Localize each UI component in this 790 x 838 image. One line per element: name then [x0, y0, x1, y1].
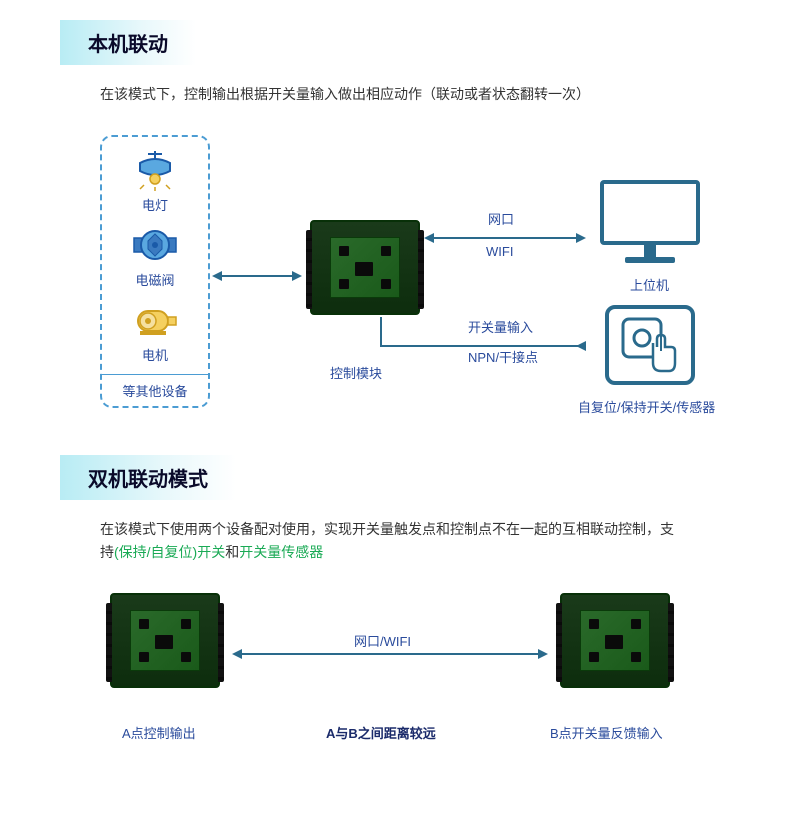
- motor-icon: [130, 299, 180, 341]
- arrow-pcb-host-rhead: [576, 233, 586, 243]
- lamp-label: 电灯: [108, 195, 202, 214]
- section1-description: 在该模式下，控制输出根据开关量输入做出相应动作（联动或者状态翻转一次）: [100, 83, 680, 105]
- motor-label: 电机: [108, 345, 202, 364]
- conn-bot-vert: [380, 317, 382, 347]
- device-divider: 等其他设备: [102, 374, 208, 400]
- conn-bot1: 开关量输入: [468, 319, 533, 337]
- pcb-b-label: B点开关量反馈输入: [550, 723, 663, 742]
- diagram1: 电灯 电磁阀: [100, 125, 740, 455]
- pcb-a: [110, 593, 220, 688]
- device-group-box: 电灯 电磁阀: [100, 135, 210, 408]
- section2-title: 双机联动模式: [60, 455, 236, 500]
- host-pc-label: 上位机: [630, 275, 669, 294]
- diagram2: A点控制输出 B点开关量反馈输入 网口/WIFI A与B之间距离较远: [100, 583, 740, 763]
- control-module-pcb: [310, 220, 420, 315]
- host-pc-icon: [600, 180, 700, 270]
- conn-top2: WIFI: [486, 243, 513, 261]
- device-lamp: 电灯: [108, 149, 202, 214]
- pcb-a-label: A点控制输出: [122, 723, 196, 742]
- valve-label: 电磁阀: [108, 270, 202, 289]
- distance-label: A与B之间距离较远: [326, 723, 436, 742]
- control-module-label: 控制模块: [330, 363, 382, 382]
- arrow-devices-pcb-rhead: [292, 271, 302, 281]
- arrow-pcb-host: [430, 237, 580, 239]
- desc2-mid: 和: [225, 544, 239, 560]
- arrow-devices-pcb-lhead: [212, 271, 222, 281]
- arrow-a-b-rhead: [538, 649, 548, 659]
- section2-description: 在该模式下使用两个设备配对使用，实现开关量触发点和控制点不在一起的互相联动控制，…: [100, 518, 680, 563]
- conn-bot2: NPN/干接点: [468, 349, 538, 367]
- arrow-a-b: [238, 653, 542, 655]
- pcb-b: [560, 593, 670, 688]
- desc2-g1: (保持/自复位)开关: [114, 544, 225, 560]
- valve-icon: [130, 224, 180, 266]
- section1-title: 本机联动: [60, 20, 196, 65]
- device-valve: 电磁阀: [108, 224, 202, 289]
- conn-ab: 网口/WIFI: [354, 633, 411, 651]
- conn-bot-head: [576, 341, 586, 351]
- arrow-pcb-host-lhead: [424, 233, 434, 243]
- lamp-icon: [130, 149, 180, 191]
- device-motor: 电机: [108, 299, 202, 364]
- arrow-a-b-lhead: [232, 649, 242, 659]
- switch-sensor-icon: [605, 305, 695, 385]
- switch-sensor-label: 自复位/保持开关/传感器: [578, 397, 715, 416]
- conn-bot-horiz: [380, 345, 580, 347]
- desc2-g2: 开关量传感器: [239, 544, 323, 560]
- arrow-devices-pcb: [218, 275, 296, 277]
- device-other-label: 等其他设备: [102, 381, 208, 400]
- conn-top1: 网口: [488, 211, 514, 229]
